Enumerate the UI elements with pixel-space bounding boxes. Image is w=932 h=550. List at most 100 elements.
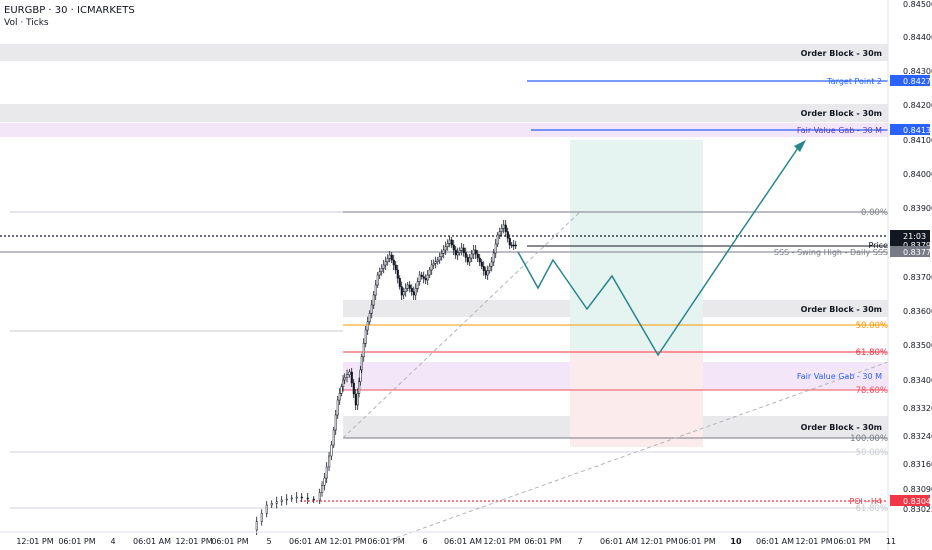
symbol-title: EURGBP · 30 · ICMARKETS	[4, 5, 135, 16]
time-tick: 12:01 PM	[329, 537, 366, 546]
candle-body	[376, 274, 379, 286]
candle-body	[370, 304, 373, 314]
candle-body	[512, 244, 515, 247]
candle-body	[472, 249, 475, 255]
candle-body	[359, 369, 362, 382]
candle-body	[392, 259, 395, 266]
price-tick: 0.83771	[903, 248, 932, 257]
time-tick: 06:01 PM	[211, 537, 248, 546]
candle-body	[280, 499, 283, 502]
time-tick: 06:01 PM	[524, 537, 561, 546]
price-badge	[890, 124, 930, 135]
candle-body	[300, 496, 303, 499]
candle-body	[486, 270, 489, 276]
candle-body	[336, 399, 339, 416]
time-tick: 12:01 PM	[16, 537, 53, 546]
candle-body	[438, 256, 441, 261]
candle-body	[432, 263, 435, 266]
ob-zone-2	[0, 104, 888, 122]
candle-body	[312, 498, 315, 501]
candle-body	[318, 492, 321, 501]
sss-label: SSS - Swing High - Daily SSS	[774, 248, 888, 257]
candle-body	[484, 270, 487, 276]
candle-body	[342, 379, 345, 387]
price-badge	[890, 239, 930, 250]
price-tick: 0.83900	[903, 204, 932, 213]
candle-body	[412, 291, 415, 296]
time-tick: 06:01 AM	[289, 537, 327, 546]
candle-body	[454, 249, 457, 256]
candle-body	[295, 496, 298, 499]
candle-body	[420, 274, 423, 277]
target-label: Target Point 2	[826, 77, 882, 86]
candle-body	[424, 278, 427, 281]
candle-body	[338, 393, 341, 401]
candle-body	[476, 253, 479, 259]
candle-body	[426, 274, 429, 281]
time-tick: 06:01 PM	[833, 537, 870, 546]
candle-body	[464, 252, 467, 258]
candle-body	[466, 257, 469, 263]
time-tick: 12:01 PM	[640, 537, 677, 546]
candle-body	[275, 501, 278, 504]
candle-body	[440, 253, 443, 257]
candle-body	[372, 294, 375, 306]
candle-body	[260, 513, 263, 522]
candle-body	[502, 224, 505, 229]
ob-label-1: Order Block - 30m	[801, 49, 882, 58]
time-tick: 06:01 AM	[444, 537, 482, 546]
time-tick: 12:01 PM	[175, 537, 212, 546]
candle-body	[444, 246, 447, 251]
candle-body	[388, 254, 391, 259]
candle-body	[394, 264, 397, 271]
ob-label-3: Order Block - 30m	[801, 305, 882, 314]
candle-body	[482, 266, 485, 271]
candle-body	[325, 466, 328, 479]
candle-body	[408, 284, 411, 289]
time-tick: 4	[110, 537, 115, 546]
candle-body	[418, 274, 421, 282]
candle-body	[434, 261, 437, 264]
projection-path	[517, 144, 801, 357]
price-tick: 0.83049	[903, 497, 932, 506]
candle-body	[510, 244, 513, 247]
candle-body	[492, 252, 495, 263]
fib-618b-label: 61.80%	[856, 504, 888, 514]
candle-body	[364, 329, 367, 344]
candle-body	[500, 228, 503, 232]
candle-body	[343, 377, 346, 381]
price-badge	[890, 230, 930, 241]
fib-0-label: 0.00%	[861, 208, 888, 218]
candle-body	[446, 243, 449, 247]
candle-body	[265, 504, 268, 514]
fib-50b-label: 50.00%	[856, 448, 888, 458]
candle-body	[462, 247, 465, 253]
candle-body	[508, 238, 511, 246]
time-tick: 6	[422, 537, 427, 546]
candle-body	[328, 455, 331, 468]
fib-100-label: 100.00%	[850, 434, 888, 444]
candle-body	[496, 234, 499, 245]
time-tick: 12:01 PM	[795, 537, 832, 546]
time-tick: 10	[730, 537, 742, 546]
candle-body	[416, 281, 419, 289]
candle-body	[352, 382, 355, 395]
candle-body	[436, 259, 439, 262]
candle-body	[323, 477, 326, 486]
time-tick: 7	[577, 537, 582, 546]
time-tick: 06:01 PM	[678, 537, 715, 546]
candle-body	[448, 239, 451, 244]
candle-body	[290, 497, 293, 500]
candle-body	[430, 264, 433, 271]
candle-body	[334, 414, 337, 431]
candle-body	[504, 224, 507, 232]
